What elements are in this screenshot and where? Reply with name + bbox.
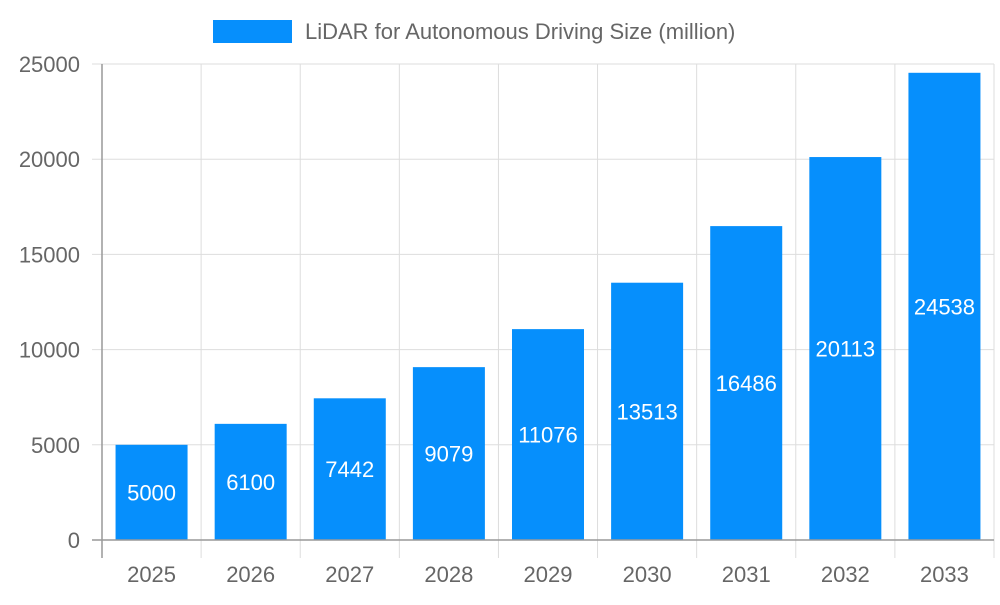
y-tick-label: 25000 — [19, 52, 80, 77]
data-label: 16486 — [716, 371, 777, 396]
y-tick-label: 0 — [68, 528, 80, 553]
bar — [908, 72, 981, 540]
x-tick-label: 2025 — [127, 562, 176, 587]
x-tick-label: 2032 — [821, 562, 870, 587]
y-tick-label: 15000 — [19, 242, 80, 267]
data-label: 5000 — [127, 480, 176, 505]
data-label: 20113 — [816, 337, 876, 362]
x-tick-label: 2026 — [226, 562, 275, 587]
y-tick-label: 20000 — [19, 147, 80, 172]
x-tick-label: 2033 — [920, 562, 969, 587]
bar — [710, 226, 783, 540]
grid — [92, 63, 995, 558]
data-label: 9079 — [424, 442, 473, 467]
legend[interactable]: LiDAR for Autonomous Driving Size (milli… — [213, 19, 735, 44]
x-tick-label: 2029 — [524, 562, 573, 587]
bar — [214, 423, 287, 540]
bar — [611, 282, 684, 540]
bar — [512, 329, 584, 540]
x-tick-label: 2030 — [623, 562, 672, 587]
bars: 5000 6100 7442 9079 11076 13513 16486 20113 2453… — [115, 72, 981, 541]
data-label: 6100 — [226, 470, 275, 495]
x-tick-label: 2027 — [325, 562, 374, 587]
bar — [809, 157, 882, 541]
data-label: 7442 — [325, 457, 374, 482]
data-label: 13513 — [617, 399, 678, 424]
legend-swatch — [213, 20, 292, 43]
bar — [313, 398, 386, 540]
y-tick-label: 5000 — [31, 433, 80, 458]
bar — [115, 444, 188, 540]
axes: 0 5000 10000 15000 20000 25000 2025 2026 2027 202… — [19, 52, 994, 587]
bar — [412, 367, 485, 540]
x-tick-label: 2031 — [722, 562, 771, 587]
data-label: 11076 — [518, 423, 578, 448]
x-tick-label: 2028 — [424, 562, 473, 587]
legend-label: LiDAR for Autonomous Driving Size (milli… — [305, 19, 735, 44]
y-tick-label: 10000 — [19, 338, 80, 363]
data-label: 24538 — [914, 294, 975, 319]
